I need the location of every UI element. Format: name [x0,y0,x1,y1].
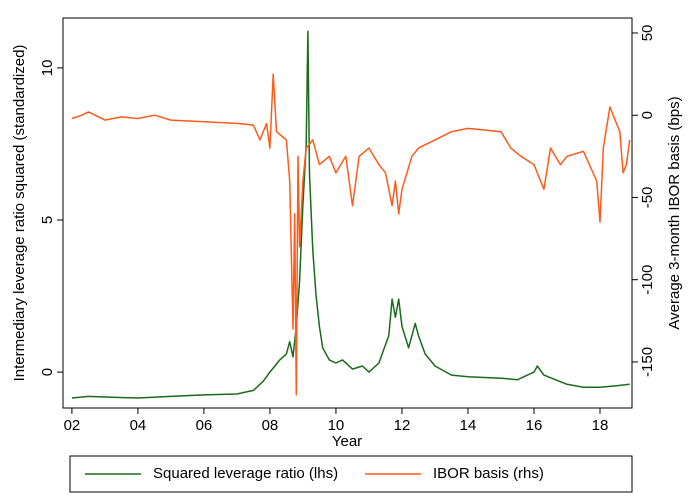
y-tick-label: 5 [39,216,56,224]
plot-frame [62,17,633,409]
x-tick-label: 04 [130,417,147,434]
y2-tick-label: -150 [639,347,656,377]
y2-axis-title: Average 3-month IBOR basis (bps) [666,96,683,329]
x-tick-label: 12 [394,417,411,434]
x-tick-label: 16 [526,417,543,434]
series-line [71,73,631,396]
x-tick-label: 02 [64,417,81,434]
y2-tick-label: -50 [639,187,656,209]
x-tick-label: 14 [460,417,477,434]
y2-tick-label: -100 [639,265,656,295]
y-tick-label: 10 [39,60,56,77]
x-tick-label: 06 [196,417,213,434]
legend-label: IBOR basis (rhs) [433,465,544,482]
series-line [71,30,630,399]
y2-tick-label: 0 [639,111,656,119]
y2-tick-label: 50 [639,25,656,42]
legend-box [69,455,633,493]
y-tick-label: 0 [39,368,56,376]
y-axis-title: Intermediary leverage ratio squared (sta… [11,45,28,382]
x-tick-label: 18 [592,417,609,434]
x-tick-label: 10 [328,417,345,434]
x-axis-title: Year [332,433,362,450]
legend-label: Squared leverage ratio (lhs) [153,465,338,482]
x-tick-label: 08 [262,417,279,434]
